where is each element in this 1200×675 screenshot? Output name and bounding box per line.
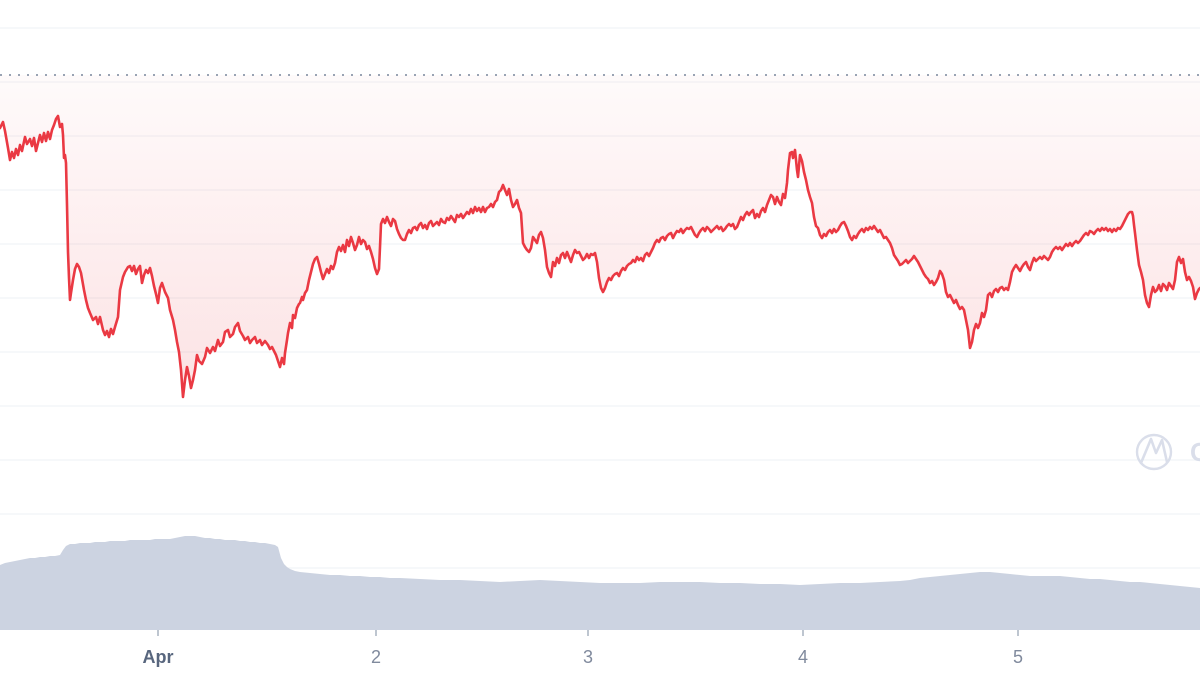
coinmarketcap-logo-icon [1135, 433, 1173, 471]
coinmarketcap-logo-m [1139, 437, 1169, 465]
volume-area [0, 536, 1200, 630]
x-axis-label: 3 [583, 647, 593, 667]
price-line [0, 114, 1200, 399]
x-axis-label: 2 [371, 647, 381, 667]
x-axis-label: 4 [798, 647, 808, 667]
watermark: C [1135, 433, 1200, 471]
watermark-text: C [1190, 437, 1200, 467]
x-axis-label: Apr [143, 647, 174, 667]
price-area-fill [0, 75, 1200, 397]
x-axis-label: 5 [1013, 647, 1023, 667]
x-axis: Apr 2 3 4 5 [143, 630, 1023, 667]
